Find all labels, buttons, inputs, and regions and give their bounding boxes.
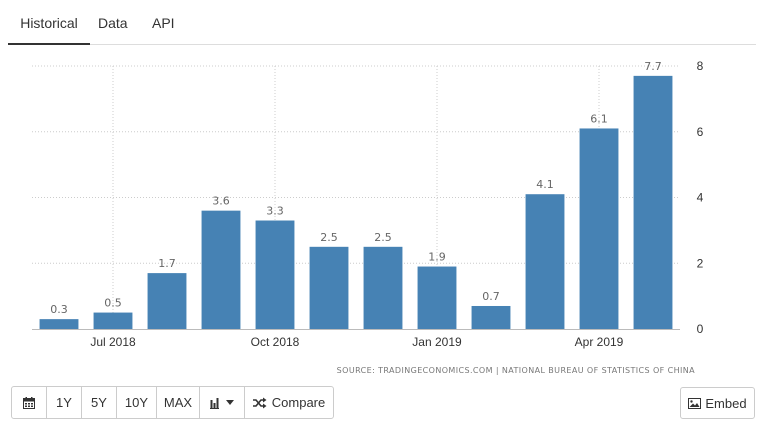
y-tick-label: 0 <box>697 322 704 336</box>
bar <box>471 305 511 329</box>
image-icon <box>688 397 702 409</box>
x-tick-label: Apr 2019 <box>575 335 624 349</box>
chart-toolbar: 1Y 5Y 10Y MAX Compare <box>11 386 334 419</box>
bar-value-label: 0.5 <box>104 297 122 310</box>
bar-value-label: 7.7 <box>644 60 662 73</box>
bar-value-label: 6.1 <box>590 112 608 125</box>
chart-type-dropdown[interactable] <box>199 386 245 419</box>
bar-value-label: 2.5 <box>374 231 392 244</box>
range-1y-button[interactable]: 1Y <box>46 386 82 419</box>
bar <box>633 75 673 329</box>
tab-bar: Historical Data API <box>8 0 756 45</box>
bar-chart-icon <box>210 397 219 409</box>
calendar-button[interactable] <box>11 386 47 419</box>
source-text: SOURCE: TRADINGECONOMICS.COM | NATIONAL … <box>337 366 695 375</box>
bar <box>147 273 187 329</box>
x-tick-label: Jul 2018 <box>90 335 136 349</box>
compare-label: Compare <box>271 395 326 410</box>
bar <box>525 194 565 329</box>
bar <box>201 210 241 329</box>
y-tick-label: 2 <box>697 256 704 270</box>
bar <box>579 128 619 329</box>
bar-value-label: 4.1 <box>536 178 554 191</box>
embed-label: Embed <box>705 395 747 411</box>
bar-chart: 0 2 4 6 8 Jul 2018 Oct 2018 Jan 2019 Apr 2019 0.3… <box>32 59 704 375</box>
tab-api[interactable]: API <box>152 15 175 31</box>
bar-value-label: 0.3 <box>50 303 68 316</box>
y-tick-label: 6 <box>697 125 704 139</box>
y-tick-label: 8 <box>697 59 704 73</box>
tab-data[interactable]: Data <box>98 15 128 31</box>
bar-value-label: 2.5 <box>320 231 338 244</box>
range-10y-button[interactable]: 10Y <box>116 386 157 419</box>
x-tick-label: Oct 2018 <box>251 335 300 349</box>
bar-value-label: 1.7 <box>158 257 176 270</box>
bar <box>39 319 79 329</box>
calendar-icon <box>23 396 35 409</box>
bar <box>309 246 349 329</box>
bar <box>417 266 457 329</box>
y-tick-label: 4 <box>697 191 704 205</box>
embed-button[interactable]: Embed <box>680 387 755 419</box>
x-tick-label: Jan 2019 <box>412 335 462 349</box>
bar <box>93 312 133 329</box>
compare-button[interactable]: Compare <box>244 386 334 419</box>
bar-value-label: 1.9 <box>428 251 446 264</box>
bar <box>363 246 403 329</box>
bar <box>255 220 295 329</box>
bar-value-label: 0.7 <box>482 290 500 303</box>
range-5y-button[interactable]: 5Y <box>81 386 117 419</box>
bar-value-label: 3.3 <box>266 205 284 218</box>
shuffle-icon <box>252 397 267 408</box>
caret-down-icon <box>226 400 234 405</box>
range-max-button[interactable]: MAX <box>156 386 200 419</box>
bar-value-label: 3.6 <box>212 195 230 208</box>
tab-historical[interactable]: Historical <box>8 0 90 45</box>
